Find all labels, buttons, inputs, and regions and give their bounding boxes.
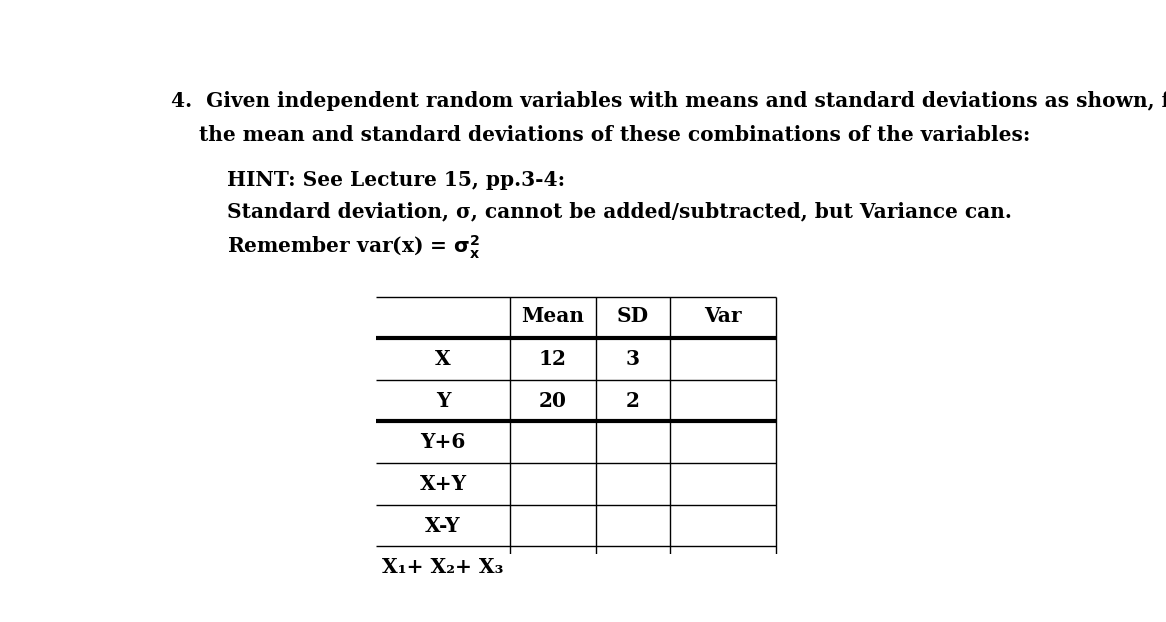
Text: the mean and standard deviations of these combinations of the variables:: the mean and standard deviations of thes… [171, 125, 1031, 145]
Text: Mean: Mean [521, 305, 584, 326]
Text: Var: Var [704, 305, 742, 326]
Text: 12: 12 [539, 349, 567, 369]
Text: Y+6: Y+6 [421, 432, 465, 452]
Text: 20: 20 [539, 391, 567, 411]
Text: X+Y: X+Y [420, 474, 466, 494]
Text: X-Y: X-Y [426, 516, 461, 536]
Text: SD: SD [617, 305, 649, 326]
Text: Standard deviation, σ, cannot be added/subtracted, but Variance can.: Standard deviation, σ, cannot be added/s… [227, 202, 1012, 221]
Text: 4.  Given independent random variables with means and standard deviations as sho: 4. Given independent random variables wi… [171, 91, 1166, 111]
Text: X₁+ X₂+ X₃: X₁+ X₂+ X₃ [382, 557, 504, 577]
Text: X: X [435, 349, 451, 369]
Text: 2: 2 [626, 391, 640, 411]
Text: Remember var(x) = $\mathbf{\sigma_x^2}$: Remember var(x) = $\mathbf{\sigma_x^2}$ [227, 234, 480, 261]
Text: HINT: See Lecture 15, pp.3-4:: HINT: See Lecture 15, pp.3-4: [227, 170, 566, 190]
Text: Y: Y [436, 391, 450, 411]
Text: 3: 3 [626, 349, 640, 369]
